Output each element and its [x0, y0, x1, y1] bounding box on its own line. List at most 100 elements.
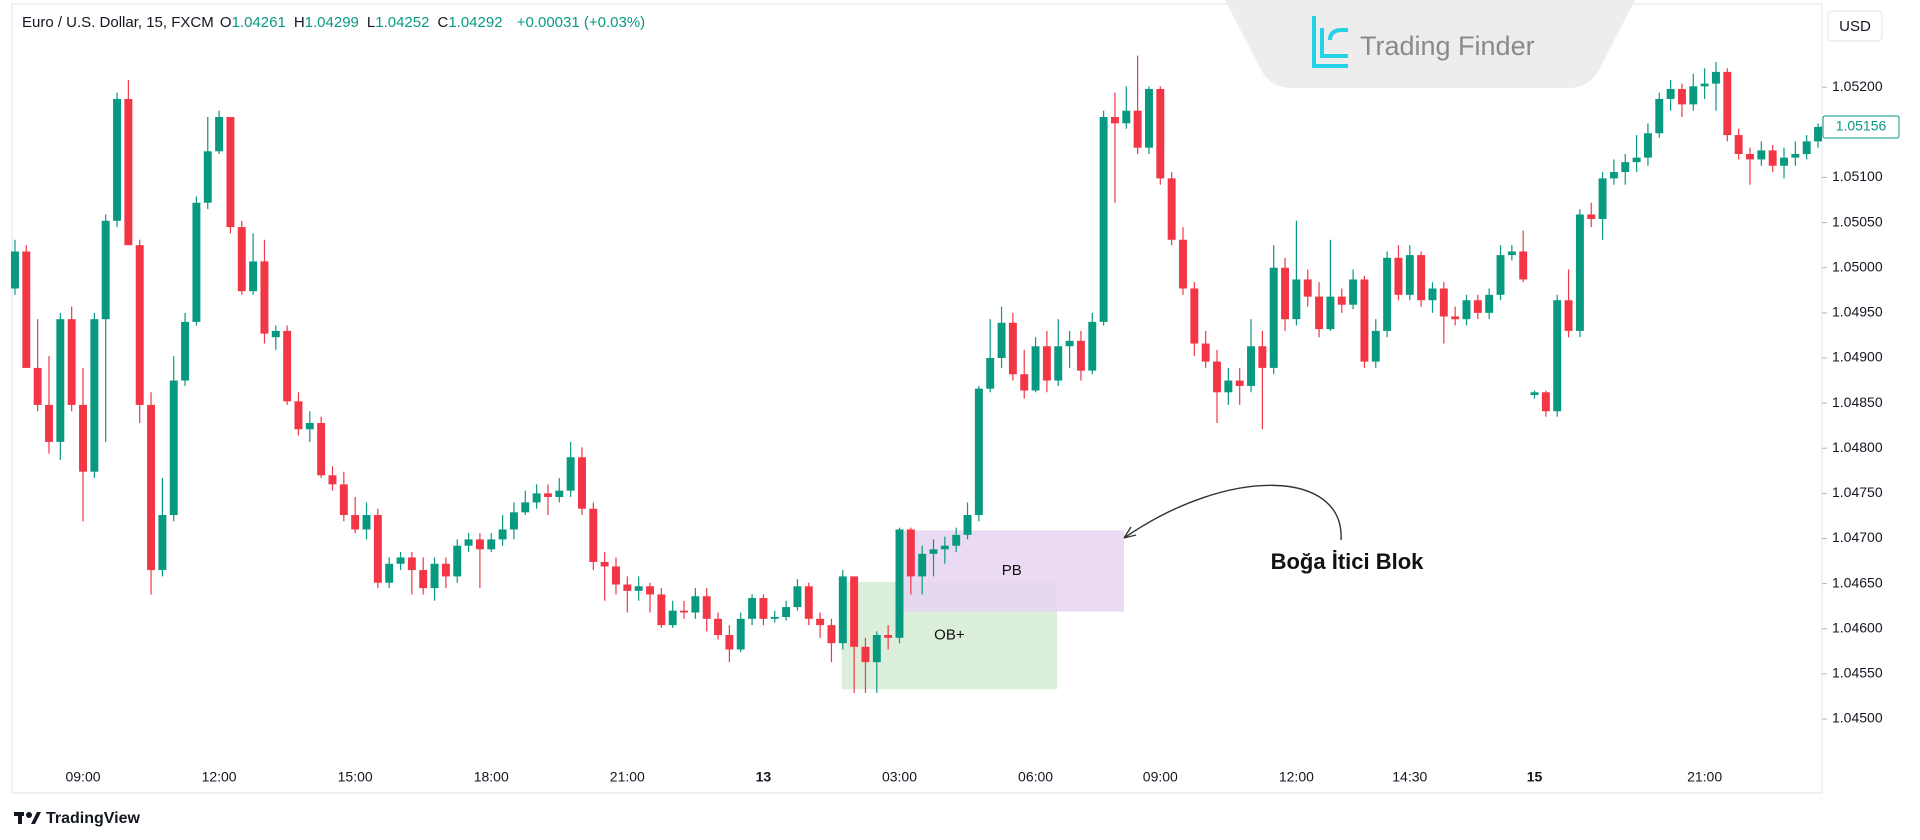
candle-body [1485, 294, 1494, 313]
candle-body [203, 151, 212, 203]
tradingview-logo [14, 812, 41, 824]
candle-body [1621, 162, 1630, 173]
y-tick-label: 1.04750 [1832, 484, 1883, 500]
candle-body [1451, 316, 1460, 320]
candle-body [872, 635, 881, 663]
zone-label: OB+ [934, 626, 965, 643]
footer-brand: TradingView [46, 810, 141, 827]
candle-body [124, 98, 133, 246]
candle-body [1609, 172, 1618, 179]
candle-body [1791, 154, 1800, 158]
candle-body [1734, 135, 1743, 155]
candle-body [1099, 117, 1108, 322]
candle-body [90, 319, 99, 472]
candle-body [1507, 251, 1516, 256]
annotation-arrow [1123, 484, 1342, 541]
currency-box[interactable] [1827, 10, 1883, 42]
candle-body [305, 422, 314, 430]
candle-body [271, 330, 280, 338]
candle-body [1281, 267, 1290, 320]
candle-body [1042, 346, 1051, 381]
candle-body [850, 576, 859, 647]
candle-body [623, 584, 632, 591]
candle-body [1530, 392, 1539, 395]
candle-body [1292, 279, 1301, 320]
ohlc-value: 1.04252 [375, 14, 430, 31]
currency-label[interactable]: USD [1839, 18, 1871, 35]
candle-body [589, 508, 598, 562]
candle-body [487, 539, 496, 550]
candle-body [283, 330, 292, 402]
candle-body [373, 515, 382, 583]
candle-body [1700, 83, 1709, 87]
x-tick-label: 21:00 [1687, 769, 1722, 785]
candle-body [770, 617, 779, 619]
candles [11, 55, 1822, 693]
last-price-box [1822, 115, 1900, 139]
candle-body [1541, 392, 1550, 412]
candle-body [11, 251, 19, 289]
candle-body [1746, 154, 1754, 160]
candle-body [1337, 296, 1346, 305]
candle-body [1349, 279, 1358, 305]
candle-body [1655, 98, 1664, 134]
candle-body [804, 586, 813, 619]
x-tick-label: 09:00 [65, 769, 100, 785]
ohlc-value: 1.04292 [448, 14, 503, 31]
y-tick-label: 1.05100 [1832, 168, 1883, 184]
candle-body [1383, 257, 1392, 331]
candle-body [215, 117, 224, 152]
candle-body [1553, 300, 1562, 412]
ohlc-value: 1.04261 [231, 14, 286, 31]
candle-body [339, 484, 348, 516]
candle-body [441, 563, 450, 577]
candle-body [1417, 255, 1426, 301]
candle-body [1496, 255, 1505, 295]
candle-body [1020, 374, 1029, 391]
candle-body [657, 594, 666, 626]
candle-body [986, 357, 995, 389]
candle-body [1167, 178, 1176, 240]
candle-body [1405, 255, 1414, 295]
candle-body [1076, 340, 1085, 371]
candle-body [1439, 288, 1448, 317]
candle-body [101, 220, 110, 320]
candle-body [725, 635, 734, 650]
candle-body [1269, 267, 1278, 368]
zone-label: PB [1002, 562, 1022, 579]
candle-body [1689, 86, 1698, 105]
ohlc-values: O1.04261 H1.04299 L1.04252 C1.04292 [220, 14, 511, 31]
candle-body [1473, 300, 1482, 313]
candle-body [45, 404, 53, 442]
candle-body [1394, 257, 1403, 295]
candle-body [192, 202, 201, 322]
candle-body [1156, 89, 1165, 179]
logo-text: Trading Finder [1360, 31, 1535, 61]
candle-body [838, 576, 847, 644]
candle-body [521, 502, 530, 513]
candle-body [56, 319, 65, 442]
y-tick-label: 1.04700 [1832, 529, 1883, 545]
candle-body [1224, 380, 1233, 393]
candle-body [294, 401, 303, 430]
candle-body [600, 561, 609, 567]
candle-body [1814, 126, 1822, 142]
candle-body [169, 380, 178, 516]
x-tick-label: 15 [1527, 769, 1543, 785]
y-tick-label: 1.04650 [1832, 574, 1883, 590]
y-tick-label: 1.04550 [1832, 665, 1883, 681]
candle-body [407, 557, 416, 571]
candle-body [1428, 288, 1437, 301]
candle-body [1008, 322, 1017, 375]
candle-body [816, 618, 825, 626]
candle-body [1213, 361, 1221, 393]
candle-body [147, 404, 156, 571]
candle-body [940, 545, 949, 550]
symbol-legend: Euro / U.S. Dollar, 15, FXCM O1.04261 H1.… [22, 14, 647, 31]
y-tick-label: 1.05050 [1832, 213, 1883, 229]
x-tick-label: 06:00 [1018, 769, 1053, 785]
candle-body [1712, 71, 1720, 84]
logo-icon [1312, 16, 1348, 68]
